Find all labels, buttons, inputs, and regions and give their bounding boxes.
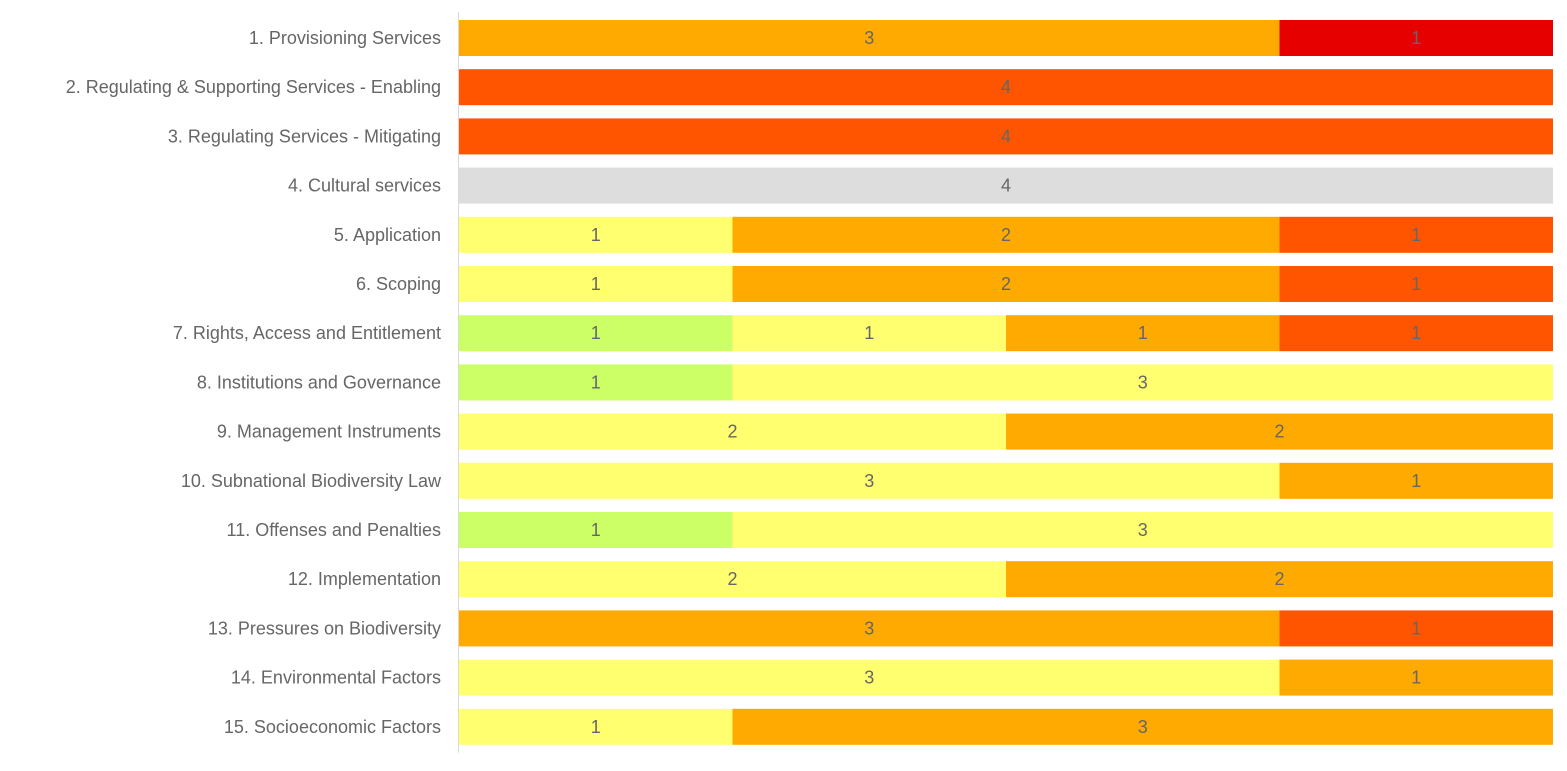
category-label: 13. Pressures on Biodiversity — [208, 618, 441, 638]
data-label: 3 — [864, 471, 874, 491]
bar-segment — [459, 315, 733, 352]
bar-segment — [1006, 413, 1553, 450]
bar-segment — [732, 708, 1553, 745]
category-label: 8. Institutions and Governance — [197, 372, 441, 392]
bar-segment — [459, 266, 733, 302]
category-label: 12. Implementation — [288, 569, 441, 589]
category-label: 10. Subnational Biodiversity Law — [181, 471, 442, 491]
bar-segment — [459, 216, 733, 253]
category-label: 9. Management Instruments — [217, 422, 441, 442]
data-label: 1 — [1411, 668, 1421, 688]
bar-segment — [459, 69, 1553, 106]
data-label: 1 — [1411, 323, 1421, 343]
category-label: 7. Rights, Access and Entitlement — [173, 323, 441, 343]
bar-segment — [1279, 266, 1553, 302]
bar-segment — [1279, 462, 1553, 499]
bar-segment — [732, 266, 1280, 302]
data-label: 3 — [864, 618, 874, 638]
category-label: 11. Offenses and Penalties — [227, 520, 441, 540]
data-label: 3 — [864, 28, 874, 48]
category-label: 14. Environmental Factors — [231, 668, 441, 688]
data-label: 2 — [727, 569, 737, 589]
data-label: 1 — [591, 372, 601, 392]
data-label: 1 — [591, 274, 601, 294]
category-label: 5. Application — [334, 225, 441, 245]
category-label: 1. Provisioning Services — [249, 28, 441, 48]
bar-segment — [1279, 20, 1553, 56]
data-label: 2 — [727, 422, 737, 442]
data-label: 3 — [1138, 520, 1148, 540]
category-label: 6. Scoping — [356, 274, 441, 294]
category-label: 2. Regulating & Supporting Services - En… — [66, 77, 441, 97]
bar-segment — [459, 364, 733, 401]
bar-segment — [732, 512, 1553, 548]
data-label: 1 — [1411, 618, 1421, 638]
bar-segment — [459, 462, 1280, 499]
bar-segment — [1279, 315, 1553, 352]
data-label: 3 — [1138, 717, 1148, 737]
data-label: 1 — [1138, 323, 1148, 343]
bar-segment — [1279, 610, 1553, 647]
data-label: 3 — [864, 668, 874, 688]
category-label: 15. Socioeconomic Factors — [224, 717, 441, 737]
data-label: 1 — [591, 225, 601, 245]
data-label: 4 — [1001, 176, 1011, 196]
data-label: 1 — [591, 323, 601, 343]
bar-segment — [459, 118, 1553, 155]
bar-segment — [459, 659, 1280, 696]
data-label: 4 — [1001, 126, 1011, 146]
bar-segment — [459, 20, 1280, 56]
data-label: 1 — [591, 717, 601, 737]
bar-segment — [459, 708, 733, 745]
bar-segment — [1006, 561, 1553, 598]
category-label: 3. Regulating Services - Mitigating — [168, 126, 441, 146]
data-label: 2 — [1001, 274, 1011, 294]
bar-segment — [732, 216, 1280, 253]
data-label: 1 — [1411, 471, 1421, 491]
data-label: 4 — [1001, 77, 1011, 97]
bar-segment — [459, 610, 1280, 647]
bar-segment — [1279, 659, 1553, 696]
bar-segment — [1279, 216, 1553, 253]
data-label: 1 — [1411, 274, 1421, 294]
bar-segment — [459, 561, 1006, 598]
data-label: 2 — [1274, 422, 1284, 442]
data-label: 1 — [1411, 28, 1421, 48]
bar-segment — [459, 167, 1553, 204]
bar-segment — [459, 512, 733, 548]
bar-segment — [459, 413, 1006, 450]
bar-segment — [732, 364, 1553, 401]
data-label: 2 — [1274, 569, 1284, 589]
bar-segment — [1006, 315, 1280, 352]
bar-segment — [732, 315, 1006, 352]
category-label: 4. Cultural services — [288, 176, 441, 196]
data-label: 1 — [864, 323, 874, 343]
data-label: 2 — [1001, 225, 1011, 245]
data-label: 3 — [1138, 372, 1148, 392]
data-label: 1 — [591, 520, 601, 540]
data-label: 1 — [1411, 225, 1421, 245]
